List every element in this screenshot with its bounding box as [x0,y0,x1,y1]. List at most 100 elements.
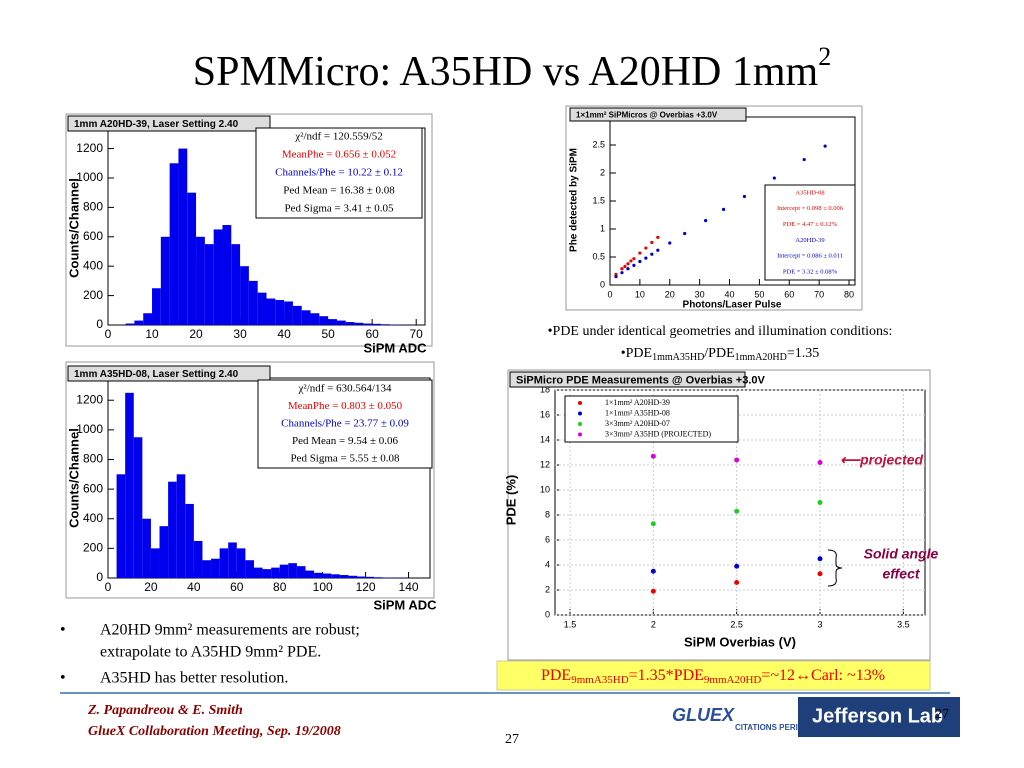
bar [133,437,143,578]
x-tick-label: 1.5 [564,619,577,629]
point [704,219,708,223]
bar [143,313,153,325]
x-axis-label: SiPM Overbias (V) [684,634,796,649]
bullet: A20HD 9mm² measurements are robust; [100,622,360,639]
stats-line: Ped Mean = 9.54 ± 0.06 [292,435,399,447]
point [650,240,654,245]
logo-jlab: Jefferson Lab [812,705,943,727]
point [623,264,627,269]
bar [176,474,186,578]
y-tick-label: 2.5 [592,139,605,149]
y-tick-label: 6 [545,534,550,544]
point [650,588,656,594]
stats-line: Ped Sigma = 5.55 ± 0.08 [290,453,400,465]
point [802,157,806,162]
legend-marker [578,422,582,426]
bar [125,323,135,325]
bar [193,540,203,578]
bullet-mark: • [60,622,66,639]
x-tick-label: 120 [356,580,376,594]
bar [339,575,349,578]
bar [372,323,381,325]
point [734,563,740,569]
annotation: effect [882,566,920,582]
point [668,241,672,245]
stats-line: Ped Sigma = 3.41 ± 0.05 [284,203,394,215]
sub: 9mmA35HD [571,674,629,686]
stats-line: PDE = 3.32 ± 0.08% [783,269,838,276]
bar [160,236,170,325]
point [650,521,656,527]
x-tick-label: 2 [651,619,656,629]
point [817,556,823,562]
x-tick-label: 60 [784,289,794,299]
point [614,275,618,279]
bar [266,298,276,325]
x-tick-label: 2.5 [730,619,743,629]
bar [363,323,373,325]
point [644,256,648,260]
title-text: SPMMicro: A35HD vs A20HD 1mm [193,49,819,95]
x-tick-label: 30 [695,289,705,299]
bar [248,280,258,325]
point [614,272,618,276]
point [817,571,823,577]
title-bar [509,371,746,388]
point [734,457,740,463]
point [721,207,726,211]
formula: PDE9mmA35HD=1.35*PDE9mmA20HD=~12↔Carl: ~… [541,667,885,686]
bar [288,563,297,578]
point [650,252,654,256]
bar [116,474,126,578]
logo-jlab-box [798,697,960,737]
y-tick-label: 2 [600,167,605,177]
bar [240,266,249,325]
y-tick-label: 600 [83,229,103,243]
bar [284,301,293,325]
logo-page: 27 [935,707,949,722]
bar [357,576,366,578]
y-tick-label: 200 [83,541,103,555]
bar [228,542,237,578]
y-tick-label: 1000 [76,422,103,436]
bar [125,392,134,578]
y-tick-label: 0 [600,279,605,289]
chart: 0 20 40 60 80 100 120 140 0 200 400 600 800 1000 1200 1… [65,361,437,612]
y-axis-label: Counts/Channel [66,178,81,278]
point [644,246,648,250]
y-axis-label: PDE (%) [503,475,518,526]
authors: Z. Papandreou & E. Smith [87,703,243,718]
stats-line: A35HD-08 [795,189,824,196]
title-bar [67,115,271,132]
chart-title: SiPMicro PDE Measurements @ Overbias +3.… [516,374,766,386]
point [734,508,740,514]
bar [169,163,179,325]
y-tick-label: 0 [96,570,103,584]
bar [222,225,232,325]
x-tick-label: 70 [410,327,424,341]
legend-marker [578,401,582,405]
x-tick-label: 3 [817,619,822,629]
bar [314,572,323,578]
bar [322,573,332,578]
meeting: GlueX Collaboration Meeting, Sep. 19/200… [88,724,341,739]
x-tick-label: 40 [277,327,291,341]
x-tick-label: 50 [754,289,764,299]
bar [348,575,358,578]
sub: 9mmA20HD [704,674,762,686]
stats-box [257,379,433,469]
y-axis-label: Phe detected by SiPM [569,148,580,252]
bar [279,564,289,578]
x-tick-label: 20 [189,327,203,341]
bar [275,300,285,325]
y-tick-label: 800 [83,200,103,214]
legend-label: 3×3mm² A20HD-07 [605,419,670,428]
point [683,231,687,236]
slide-title: SPMMicro: A35HD vs A20HD 1mm2 [193,42,831,95]
point [734,580,740,585]
x-tick-label: 60 [230,580,244,594]
legend-label: 1×1mm² A35HD-08 [605,408,670,417]
